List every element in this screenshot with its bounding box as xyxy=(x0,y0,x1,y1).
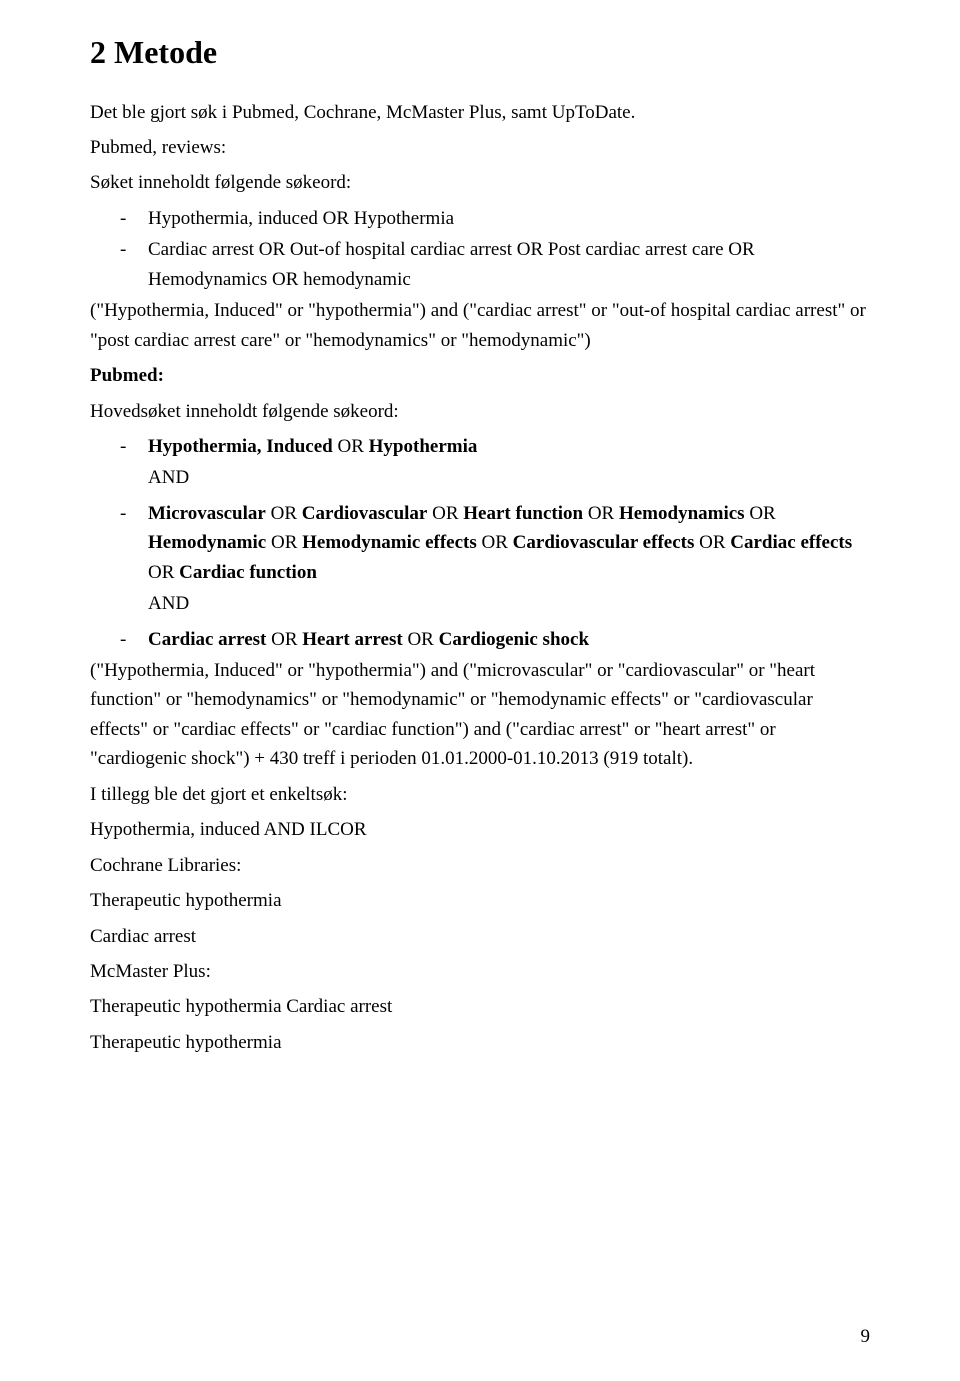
additional-search-terms: Hypothermia, induced AND ILCOR xyxy=(90,815,870,844)
and-connector: AND xyxy=(90,589,870,618)
pubmed-list: Cardiac arrest OR Heart arrest OR Cardio… xyxy=(90,625,870,654)
bold-term: Cardiogenic shock xyxy=(439,629,589,650)
mcmaster-term: Therapeutic hypothermia xyxy=(90,1028,870,1057)
cochrane-term: Therapeutic hypothermia xyxy=(90,886,870,915)
bold-term: Cardiac function xyxy=(179,562,317,583)
pubmed-reviews-query: ("Hypothermia, Induced" or "hypothermia"… xyxy=(90,296,870,355)
pubmed-full-query: ("Hypothermia, Induced" or "hypothermia"… xyxy=(90,656,870,774)
connector-text: OR xyxy=(333,436,369,457)
bold-term: Heart function xyxy=(463,503,583,524)
list-item: Cardiac arrest OR Heart arrest OR Cardio… xyxy=(120,625,870,654)
bold-term: Cardiovascular xyxy=(302,503,428,524)
list-item: Hypothermia, induced OR Hypothermia xyxy=(120,204,870,233)
pubmed-reviews-label: Pubmed, reviews: xyxy=(90,133,870,162)
bold-term: Cardiac arrest xyxy=(148,629,266,650)
pubmed-label: Pubmed: xyxy=(90,361,870,390)
bold-term: Hemodynamic xyxy=(148,532,266,553)
bold-term: Cardiac effects xyxy=(730,532,852,553)
pubmed-subtitle: Hovedsøket inneholdt følgende søkeord: xyxy=(90,397,870,426)
bold-term: Heart arrest xyxy=(302,629,402,650)
page-heading: 2 Metode xyxy=(90,28,870,78)
mcmaster-term: Therapeutic hypothermia Cardiac arrest xyxy=(90,992,870,1021)
cochrane-label-text: Cochrane Libraries xyxy=(90,855,236,876)
mcmaster-label: McMaster Plus: xyxy=(90,957,870,986)
pubmed-reviews-label-text: Pubmed, reviews xyxy=(90,137,221,158)
list-item: Hypothermia, Induced OR Hypothermia xyxy=(120,432,870,461)
bold-term: Hemodynamics xyxy=(619,503,745,524)
cochrane-label: Cochrane Libraries: xyxy=(90,851,870,880)
list-item: Microvascular OR Cardiovascular OR Heart… xyxy=(120,499,870,587)
list-item: Cardiac arrest OR Out-of hospital cardia… xyxy=(120,235,870,294)
bold-term: Hemodynamic effects xyxy=(302,532,477,553)
bold-term: Hypothermia xyxy=(369,436,478,457)
pubmed-list: Hypothermia, Induced OR Hypothermia xyxy=(90,432,870,461)
bold-term: Hypothermia, Induced xyxy=(148,436,333,457)
mcmaster-label-text: McMaster Plus xyxy=(90,961,206,982)
pubmed-list: Microvascular OR Cardiovascular OR Heart… xyxy=(90,499,870,587)
bold-term: Microvascular xyxy=(148,503,266,524)
cochrane-term: Cardiac arrest xyxy=(90,922,870,951)
page-number: 9 xyxy=(861,1322,871,1351)
and-connector: AND xyxy=(90,463,870,492)
pubmed-reviews-subtitle: Søket inneholdt følgende søkeord: xyxy=(90,168,870,197)
intro-paragraph: Det ble gjort søk i Pubmed, Cochrane, Mc… xyxy=(90,98,870,127)
bold-term: Cardiovascular effects xyxy=(513,532,695,553)
additional-search-line: I tillegg ble det gjort et enkeltsøk: xyxy=(90,780,870,809)
pubmed-reviews-list: Hypothermia, induced OR Hypothermia Card… xyxy=(90,204,870,294)
